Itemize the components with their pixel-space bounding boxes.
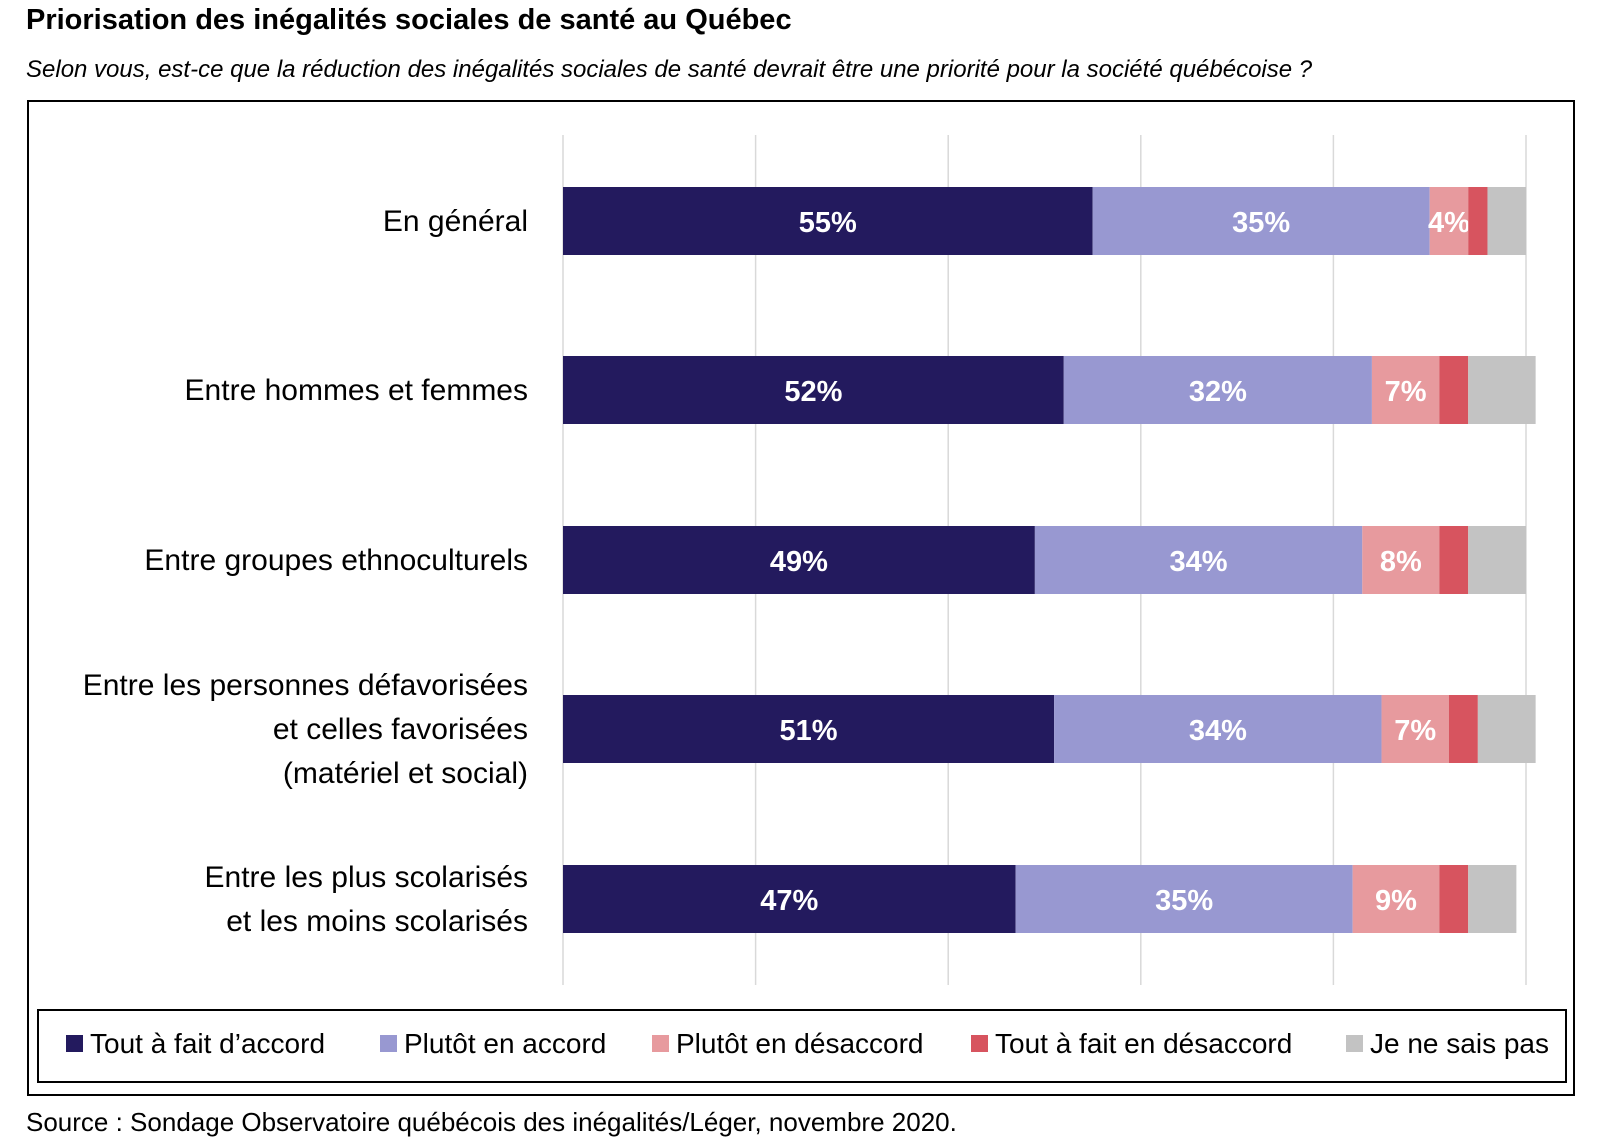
chart-subtitle: Selon vous, est-ce que la réduction des … bbox=[26, 56, 1313, 83]
category-label: (matériel et social) bbox=[283, 757, 528, 790]
legend-label: Je ne sais pas bbox=[1370, 1028, 1549, 1059]
bar-segment bbox=[1439, 865, 1469, 933]
bar-segment bbox=[1468, 865, 1517, 933]
data-label: 7% bbox=[1394, 715, 1436, 747]
bar-segment bbox=[563, 695, 1055, 763]
data-label: 4% bbox=[1428, 207, 1470, 239]
bar-segment bbox=[1468, 187, 1488, 255]
legend-box bbox=[37, 1009, 1567, 1083]
legend-label: Plutôt en accord bbox=[404, 1028, 606, 1059]
legend-label: Plutôt en désaccord bbox=[676, 1028, 924, 1059]
bar-segment bbox=[1468, 526, 1526, 594]
category-label: Entre les personnes défavorisées bbox=[83, 669, 528, 702]
source-note: Source : Sondage Observatoire québécois … bbox=[26, 1107, 957, 1137]
category-label: Entre groupes ethnoculturels bbox=[144, 544, 528, 577]
bar-segment bbox=[563, 187, 1093, 255]
legend-swatch bbox=[66, 1035, 83, 1052]
bar-segment bbox=[1092, 187, 1430, 255]
bar-segment bbox=[1034, 526, 1363, 594]
category-label: Entre les plus scolarisés bbox=[205, 861, 528, 894]
bar-segment bbox=[1439, 356, 1469, 424]
bar-segment bbox=[1371, 356, 1440, 424]
bar-segment bbox=[1477, 695, 1536, 763]
data-label: 52% bbox=[784, 376, 842, 408]
bar-segment bbox=[1448, 695, 1478, 763]
data-label: 32% bbox=[1189, 376, 1247, 408]
bar-segment bbox=[563, 356, 1064, 424]
category-label: Entre hommes et femmes bbox=[185, 374, 528, 407]
data-label: 47% bbox=[760, 885, 818, 917]
bar-segment bbox=[563, 865, 1016, 933]
chart-frame bbox=[27, 100, 1575, 1096]
data-label: 7% bbox=[1385, 376, 1427, 408]
legend-swatch bbox=[652, 1035, 669, 1052]
bar-segment bbox=[1054, 695, 1382, 763]
category-label: et celles favorisées bbox=[273, 713, 528, 746]
data-label: 9% bbox=[1375, 885, 1417, 917]
data-label: 51% bbox=[780, 715, 838, 747]
data-label: 35% bbox=[1232, 207, 1290, 239]
bar-segment bbox=[563, 526, 1035, 594]
bar-segment bbox=[1487, 187, 1526, 255]
category-label: et les moins scolarisés bbox=[226, 905, 528, 938]
chart-title: Priorisation des inégalités sociales de … bbox=[26, 4, 792, 36]
data-label: 49% bbox=[770, 546, 828, 578]
bar-segment bbox=[1352, 865, 1440, 933]
bar-segment bbox=[1063, 356, 1372, 424]
data-label: 34% bbox=[1189, 715, 1247, 747]
legend-swatch bbox=[380, 1035, 397, 1052]
bar-segment bbox=[1015, 865, 1353, 933]
bar-segment bbox=[1468, 356, 1536, 424]
legend-label: Tout à fait en désaccord bbox=[995, 1028, 1292, 1059]
legend-swatch bbox=[1346, 1035, 1363, 1052]
data-label: 8% bbox=[1380, 546, 1422, 578]
bar-segment bbox=[1362, 526, 1440, 594]
bar-segment bbox=[1429, 187, 1469, 255]
bar-segment bbox=[1381, 695, 1449, 763]
bar-segment bbox=[1439, 526, 1469, 594]
legend-swatch bbox=[971, 1035, 988, 1052]
category-label: En général bbox=[383, 205, 528, 238]
legend-label: Tout à fait d’accord bbox=[90, 1028, 325, 1059]
data-label: 34% bbox=[1170, 546, 1228, 578]
data-label: 55% bbox=[799, 207, 857, 239]
data-label: 35% bbox=[1155, 885, 1213, 917]
